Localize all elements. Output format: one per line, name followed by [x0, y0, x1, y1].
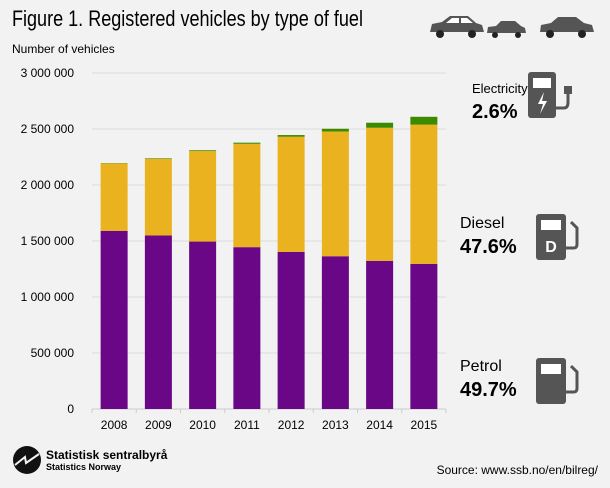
- bar-diesel-2014: [366, 127, 394, 261]
- bar-petrol-2010: [189, 241, 217, 409]
- y-tick-label: 500 000: [31, 346, 75, 360]
- bar-petrol-2009: [144, 235, 172, 409]
- bar-petrol-2015: [410, 263, 438, 409]
- bar-electricity-2014: [366, 122, 394, 128]
- fuel-pump-icon-petrol: [536, 358, 579, 404]
- bar-diesel-2012: [277, 136, 305, 252]
- bar-diesel-2015: [410, 124, 438, 264]
- bar-petrol-2014: [366, 260, 394, 409]
- logo-name: Statistisk sentralbyrå: [46, 448, 168, 462]
- legend-label-electricity: Electricity: [472, 81, 528, 96]
- svg-text:D: D: [545, 239, 557, 256]
- car-icon: [430, 16, 484, 38]
- legend-value-petrol: 49.7%: [460, 379, 517, 401]
- bar-electricity-2009: [144, 158, 172, 159]
- bar-diesel-2013: [321, 131, 349, 257]
- bar-electricity-2015: [410, 116, 438, 125]
- fuel-pump-icon-diesel: D: [536, 214, 579, 260]
- legend-value-electricity: 2.6%: [472, 101, 518, 123]
- x-tick-label: 2010: [189, 418, 216, 432]
- bar-diesel-2011: [233, 143, 261, 248]
- bar-diesel-2008: [100, 163, 128, 231]
- legend-label-diesel: Diesel: [460, 215, 505, 232]
- chart-title: Figure 1. Registered vehicles by type of…: [12, 6, 363, 31]
- source-link[interactable]: Source: www.ssb.no/en/bilreg/: [436, 463, 598, 477]
- bar-electricity-2013: [321, 128, 349, 132]
- x-tick-label: 2009: [145, 418, 172, 432]
- bar-electricity-2012: [277, 135, 305, 137]
- bar-petrol-2008: [100, 230, 128, 409]
- bar-diesel-2010: [189, 151, 217, 242]
- y-tick-label: 2 500 000: [21, 122, 75, 136]
- x-tick-label: 2015: [411, 418, 438, 432]
- y-tick-label: 1 500 000: [21, 234, 75, 248]
- car-icons: [430, 16, 594, 38]
- y-tick-label: 0: [67, 402, 74, 416]
- x-tick-label: 2013: [322, 418, 349, 432]
- car-icon: [487, 21, 526, 38]
- x-tick-label: 2008: [101, 418, 128, 432]
- legend-label-petrol: Petrol: [460, 358, 502, 375]
- legend-value-diesel: 47.6%: [460, 236, 517, 258]
- bar-petrol-2013: [321, 256, 349, 409]
- y-tick-label: 3 000 000: [21, 66, 75, 80]
- y-axis-label: Number of vehicles: [12, 42, 115, 56]
- x-tick-label: 2012: [278, 418, 305, 432]
- bar-petrol-2011: [233, 247, 261, 409]
- x-tick-label: 2011: [234, 418, 260, 432]
- y-tick-label: 2 000 000: [21, 178, 75, 192]
- ssb-logo-icon: [13, 446, 41, 474]
- car-icon: [540, 17, 594, 38]
- bar-petrol-2012: [277, 251, 305, 409]
- bar-diesel-2009: [144, 158, 172, 236]
- x-tick-label: 2014: [366, 418, 393, 432]
- logo-subtitle: Statistics Norway: [46, 462, 122, 472]
- bar-electricity-2010: [189, 150, 217, 152]
- fuel-pump-icon-electricity: [528, 72, 572, 118]
- bar-electricity-2011: [233, 142, 261, 144]
- y-tick-label: 1 000 000: [21, 290, 75, 304]
